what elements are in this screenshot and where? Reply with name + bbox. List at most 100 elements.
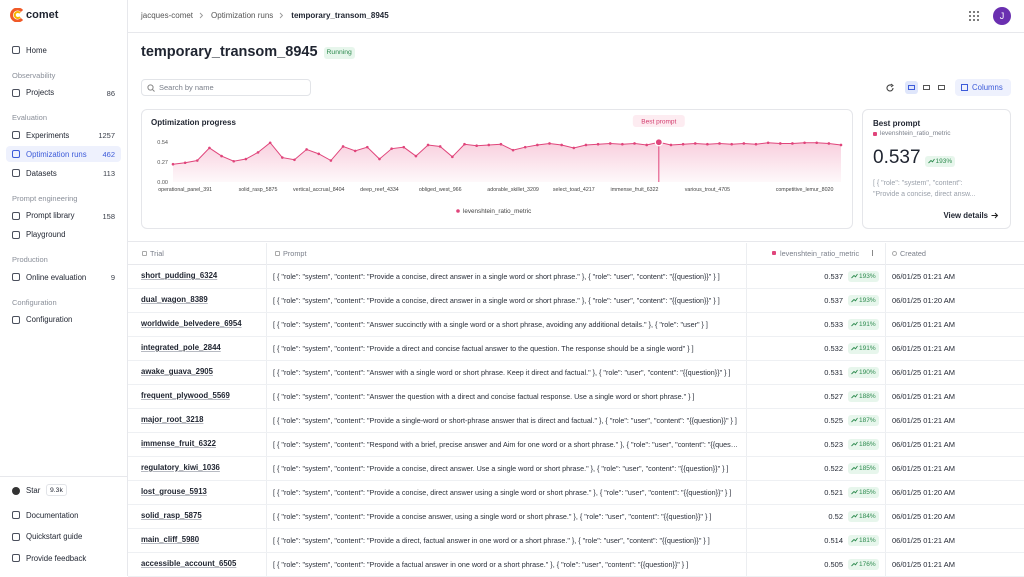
- created-cell: 06/01/25 01:21 AM: [892, 391, 955, 401]
- prompt-cell: [ { "role": "system", "content": "Provid…: [273, 343, 694, 353]
- view-icon: [908, 85, 915, 90]
- trial-link[interactable]: dual_wagon_8389: [141, 295, 208, 304]
- change-badge: 191%: [848, 342, 879, 354]
- point: [353, 149, 357, 153]
- point: [244, 157, 248, 161]
- trial-link[interactable]: frequent_plywood_5569: [141, 391, 230, 400]
- point: [754, 142, 758, 146]
- trend-icon: [851, 369, 858, 375]
- trial-link[interactable]: regulatory_kiwi_1036: [141, 463, 220, 472]
- created-cell: 06/01/25 01:21 AM: [892, 463, 955, 473]
- apps-icon[interactable]: [968, 10, 980, 22]
- footer-link[interactable]: Documentation: [26, 510, 79, 520]
- column-header[interactable]: Trial: [150, 249, 164, 258]
- nav-icon: [12, 230, 20, 239]
- trial-link[interactable]: lost_grouse_5913: [141, 487, 207, 496]
- point: [183, 161, 187, 165]
- change-value: 187%: [859, 416, 876, 424]
- nav-label: Prompt library: [26, 211, 75, 220]
- trial-link[interactable]: immense_fruit_6322: [141, 439, 216, 448]
- prompt-cell: [ { "role": "system", "content": "Provid…: [273, 487, 732, 497]
- footer-icon: [12, 554, 20, 562]
- nav-count: 1257: [98, 131, 115, 140]
- footer-icon: [12, 532, 20, 541]
- row-divider: [128, 528, 1024, 529]
- created-cell: 06/01/25 01:21 AM: [892, 439, 955, 449]
- trial-link[interactable]: integrated_pole_2844: [141, 343, 221, 352]
- created-cell: 06/01/25 01:21 AM: [892, 559, 955, 569]
- nav-item[interactable]: Online evaluation 9: [6, 269, 121, 285]
- status-badge: Running: [323, 47, 355, 59]
- nav-label: Playground: [26, 230, 66, 239]
- nav-item[interactable]: Optimization runs 462: [6, 146, 121, 162]
- nav-item[interactable]: Projects 86: [6, 85, 121, 101]
- view-toggle[interactable]: [938, 85, 945, 90]
- breadcrumb-item[interactable]: Optimization runs: [211, 11, 274, 20]
- x-tick-label: select_toad_4217: [553, 187, 595, 193]
- footer-link[interactable]: Quickstart guide: [26, 532, 83, 541]
- trial-link[interactable]: accessible_account_6505: [141, 559, 237, 568]
- metric-value: 0.533: [824, 319, 843, 329]
- point: [778, 142, 782, 145]
- best-metric: levenshtein_ratio_metric: [880, 130, 951, 137]
- nav-item[interactable]: Home: [6, 42, 121, 58]
- search-box[interactable]: Search by name: [141, 79, 311, 96]
- search-placeholder: Search by name: [159, 83, 214, 92]
- column-icon: [275, 251, 280, 256]
- nav-item[interactable]: Datasets 113: [6, 165, 121, 181]
- point: [681, 142, 685, 146]
- view-details[interactable]: View details: [944, 211, 1000, 220]
- avatar[interactable]: J: [993, 7, 1011, 25]
- row-divider: [128, 288, 1024, 289]
- point: [438, 145, 442, 148]
- column-header[interactable]: Created: [900, 249, 926, 258]
- point: [633, 142, 636, 145]
- columns-button[interactable]: Columns: [955, 79, 1011, 96]
- x-tick-label: adorable_skillet_3209: [487, 187, 539, 193]
- prompt-cell: [ { "role": "system", "content": "Provid…: [273, 295, 720, 305]
- breadcrumb-item[interactable]: jacques-comet: [141, 11, 194, 20]
- nav-item[interactable]: Playground: [6, 227, 121, 243]
- point: [317, 152, 321, 156]
- point: [414, 154, 418, 158]
- change-badge: 185%: [848, 462, 879, 474]
- github-star[interactable]: Star 9.3k: [12, 484, 72, 498]
- point: [511, 148, 515, 152]
- view-toggle[interactable]: [923, 85, 930, 90]
- nav-item[interactable]: Experiments 1257: [6, 127, 121, 143]
- refresh-icon[interactable]: [885, 83, 895, 93]
- x-tick-label: operational_panel_391: [158, 187, 212, 193]
- nav-label: Experiments: [26, 130, 70, 140]
- trial-link[interactable]: major_root_3218: [141, 415, 204, 424]
- point: [463, 142, 466, 146]
- trial-link[interactable]: solid_rasp_5875: [141, 511, 202, 520]
- trial-link[interactable]: short_pudding_6324: [141, 271, 218, 280]
- trial-link[interactable]: main_cliff_5980: [141, 535, 200, 544]
- column-divider: [746, 243, 747, 576]
- column-icon: [142, 251, 147, 256]
- prompt-line: "Provide a concise, direct answ...: [873, 191, 976, 198]
- table-header-divider: [128, 264, 1024, 265]
- trial-link[interactable]: awake_guava_2905: [141, 367, 213, 376]
- point: [499, 142, 503, 146]
- column-header[interactable]: levenshtein_ratio_metric: [780, 249, 860, 258]
- column-header[interactable]: Prompt: [283, 249, 307, 258]
- view-toggle[interactable]: [905, 81, 918, 94]
- created-cell: 06/01/25 01:20 AM: [892, 487, 955, 497]
- y-tick-label: 0.00: [157, 180, 168, 186]
- created-cell: 06/01/25 01:21 AM: [892, 367, 955, 377]
- prompt-cell: [ { "role": "system", "content": "Answer…: [273, 391, 695, 401]
- best-point: [654, 138, 663, 147]
- footer-link[interactable]: Provide feedback: [26, 553, 87, 563]
- nav-label: Home: [26, 45, 47, 55]
- nav-item[interactable]: Configuration: [6, 312, 121, 328]
- point: [341, 145, 345, 148]
- nav-icon: [12, 131, 20, 139]
- y-tick-label: 0.54: [157, 140, 168, 146]
- point: [548, 142, 551, 145]
- point: [195, 159, 199, 162]
- nav-item[interactable]: Prompt library 158: [6, 208, 121, 224]
- nav-icon: [12, 273, 20, 281]
- trial-link[interactable]: worldwide_belvedere_6954: [141, 319, 242, 328]
- row-divider: [128, 384, 1024, 385]
